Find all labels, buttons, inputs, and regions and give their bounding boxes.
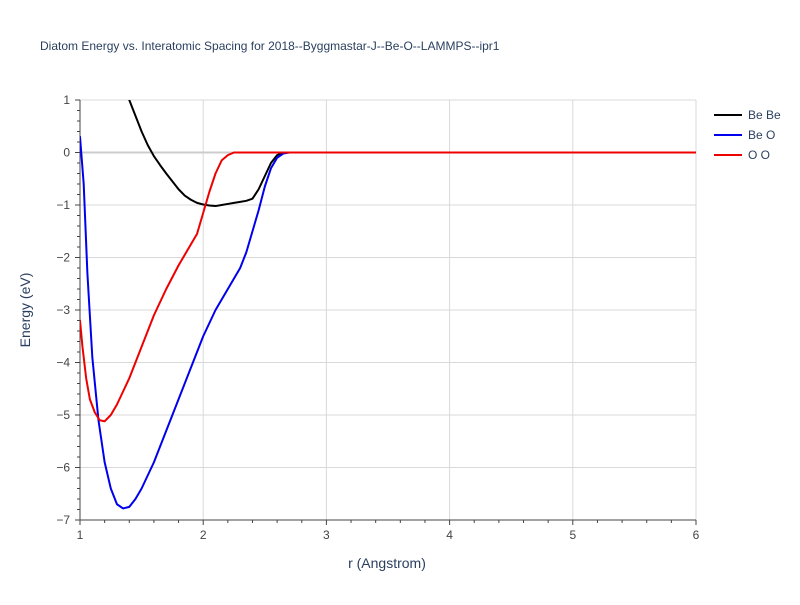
x-tick-label: 6 [693, 528, 700, 542]
y-tick-label: −6 [56, 461, 70, 475]
y-tick-label: 1 [63, 93, 70, 107]
x-axis-title: r (Angstrom) [348, 555, 426, 571]
y-axis-title: Energy (eV) [17, 273, 33, 348]
axis-layer: 1 2 3 4 5 6 1 0 −1 −2 −3 −4 −5 −6 −7 [56, 93, 699, 542]
legend-label: Be O [748, 128, 775, 142]
y-tick-label: −2 [56, 251, 70, 265]
y-tick-label: −7 [56, 513, 70, 527]
legend[interactable]: Be Be Be O O O [714, 108, 781, 162]
series-line-o-o [80, 151, 696, 423]
legend-item-be-o[interactable]: Be O [714, 128, 775, 142]
legend-item-o-o[interactable]: O O [714, 148, 770, 162]
y-tick-label: −1 [56, 198, 70, 212]
chart-title: Diatom Energy vs. Interatomic Spacing fo… [40, 39, 500, 53]
x-tick-label: 5 [569, 528, 576, 542]
x-tick-label: 3 [323, 528, 330, 542]
y-tick-label: −5 [56, 408, 70, 422]
x-tick-label: 4 [446, 528, 453, 542]
y-tick-label: −4 [56, 356, 70, 370]
legend-item-be-be[interactable]: Be Be [714, 108, 781, 122]
y-tick-label: −3 [56, 303, 70, 317]
y-tick-label: 0 [63, 146, 70, 160]
x-tick-label: 2 [200, 528, 207, 542]
legend-label: O O [748, 148, 770, 162]
legend-label: Be Be [748, 108, 781, 122]
series-layer [80, 100, 696, 510]
x-tick-label: 1 [77, 528, 84, 542]
